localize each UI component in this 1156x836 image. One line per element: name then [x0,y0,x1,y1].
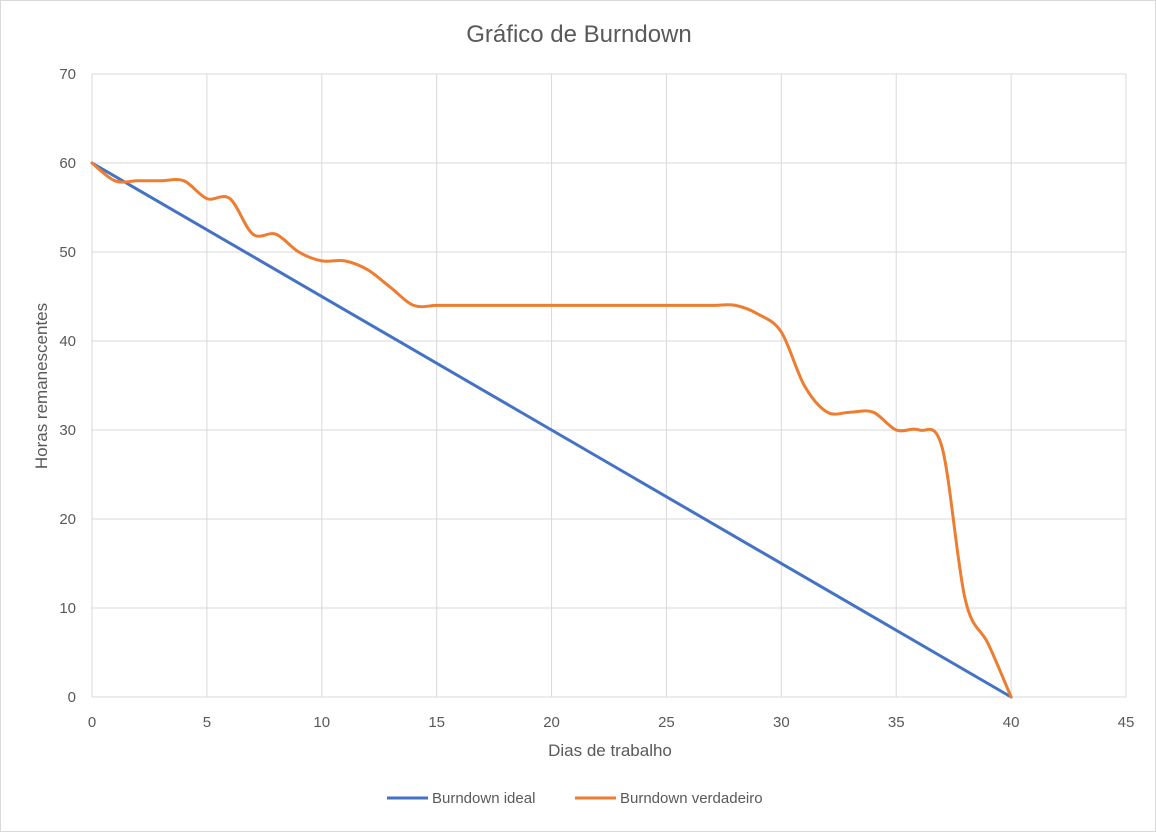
y-tick-label: 40 [59,333,76,350]
legend-label-burndown-ideal: Burndown ideal [432,790,535,807]
x-tick-label: 35 [888,714,905,731]
series-line-burndown-verdadeiro [90,161,1013,699]
legend: Burndown ideal Burndown verdadeiro [387,790,763,807]
y-tick-label: 50 [59,244,76,261]
y-tick-label: 60 [59,155,76,172]
y-tick-label: 30 [59,422,76,439]
x-tick-label: 25 [658,714,675,731]
y-tick-label: 70 [59,66,76,83]
legend-label-burndown-verdadeiro: Burndown verdadeiro [620,790,763,807]
x-tick-label: 30 [773,714,790,731]
x-tick-label: 10 [313,714,330,731]
x-tick-label: 45 [1118,714,1135,731]
x-axis-label: Dias de trabalho [548,741,672,760]
grid-layer [91,73,1127,698]
x-tick-label: 15 [428,714,445,731]
y-tick-label: 10 [59,600,76,617]
tick-layer: 0 10 20 30 40 50 60 70 0 5 10 15 20 25 30 35 40 45 [59,66,1134,731]
y-axis-label: Horas remanescentes [32,303,51,469]
series-layer [90,161,1013,699]
y-tick-label: 20 [59,511,76,528]
x-tick-label: 5 [203,714,211,731]
x-tick-label: 20 [543,714,560,731]
y-tick-label: 0 [68,689,76,706]
x-tick-label: 40 [1003,714,1020,731]
x-tick-label: 0 [88,714,96,731]
chart-title: Gráfico de Burndown [466,21,691,48]
series-line-burndown-ideal [90,161,1013,699]
